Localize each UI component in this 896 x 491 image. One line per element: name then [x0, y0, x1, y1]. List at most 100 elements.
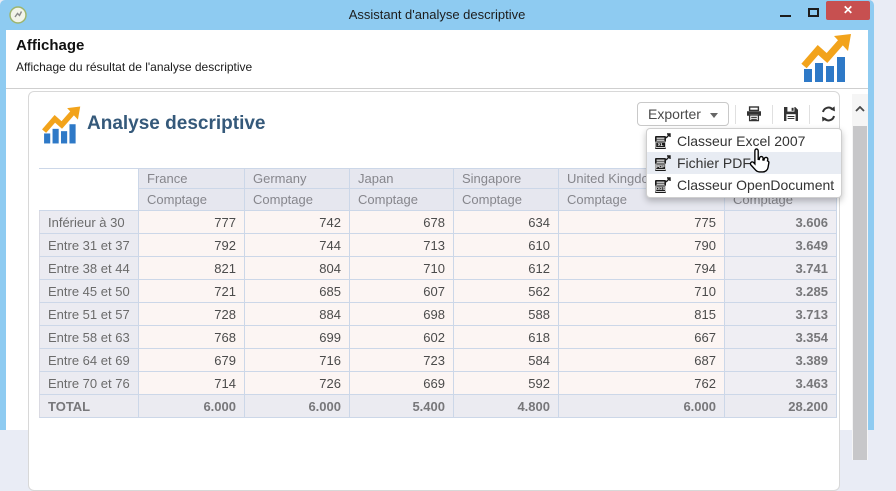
row-label-cell: TOTAL: [39, 395, 139, 418]
table-cell: 602: [350, 326, 454, 349]
export-button-label: Exporter: [648, 106, 701, 122]
chart-logo-icon: [801, 34, 851, 82]
row-label-cell: Entre 70 et 76: [39, 372, 139, 395]
svg-text:PDF: PDF: [656, 164, 665, 169]
row-label-cell: Entre 38 et 44: [39, 257, 139, 280]
table-cell: 777: [139, 211, 245, 234]
table-cell: 3.741: [725, 257, 837, 280]
row-label-cell: Entre 51 et 57: [39, 303, 139, 326]
app-icon: [9, 6, 27, 24]
table-cell: 3.354: [725, 326, 837, 349]
column-header: Japan: [350, 168, 454, 189]
close-icon: ✕: [842, 3, 854, 17]
menu-item-excel[interactable]: XL Classeur Excel 2007: [647, 130, 841, 152]
table-cell: 698: [350, 303, 454, 326]
table-cell: 612: [454, 257, 559, 280]
table-cell: 588: [454, 303, 559, 326]
vertical-scrollbar[interactable]: [852, 94, 868, 460]
table-cell: 775: [559, 211, 725, 234]
scroll-up-button[interactable]: [852, 102, 868, 116]
toolbar-divider: [772, 104, 773, 124]
refresh-button[interactable]: [816, 103, 840, 125]
minimize-button[interactable]: [775, 0, 797, 24]
table-cell: 744: [245, 234, 350, 257]
table-row: Entre 38 et 44 821 804 710 612 794 3.741: [39, 257, 837, 280]
menu-item-label: Fichier PDF: [677, 155, 751, 171]
close-button[interactable]: ✕: [826, 1, 870, 20]
menu-item-opendocument[interactable]: ODS Classeur OpenDocument: [647, 174, 841, 196]
row-label-cell: Entre 58 et 63: [39, 326, 139, 349]
table-cell: 821: [139, 257, 245, 280]
printer-icon: [747, 106, 761, 122]
chevron-up-icon: [855, 106, 865, 112]
table-cell: 804: [245, 257, 350, 280]
table-cell: 3.713: [725, 303, 837, 326]
toolbar-divider: [735, 104, 736, 124]
table-cell: 5.400: [350, 395, 454, 418]
table-cell: 815: [559, 303, 725, 326]
row-label-cell: Entre 64 et 69: [39, 349, 139, 372]
export-button[interactable]: Exporter: [637, 102, 729, 126]
row-label-cell: Inférieur à 30: [39, 211, 139, 234]
save-button[interactable]: [779, 103, 803, 125]
table-cell: 723: [350, 349, 454, 372]
table-row: Entre 64 et 69 679 716 723 584 687 3.389: [39, 349, 837, 372]
table-cell: 28.200: [725, 395, 837, 418]
table-cell: 618: [454, 326, 559, 349]
table-cell: 3.463: [725, 372, 837, 395]
measure-header: Comptage: [139, 189, 245, 211]
column-header: Germany: [245, 168, 350, 189]
table-row: Entre 45 et 50 721 685 607 562 710 3.285: [39, 280, 837, 303]
table-cell: 4.800: [454, 395, 559, 418]
excel-file-icon: XL: [655, 132, 671, 149]
toolbar: Exporter: [637, 101, 840, 127]
table-cell: 790: [559, 234, 725, 257]
wizard-header: Affichage Affichage du résultat de l'ana…: [6, 30, 868, 89]
table-cell: 710: [559, 280, 725, 303]
table-cell: 710: [350, 257, 454, 280]
table-cell: 667: [559, 326, 725, 349]
table-row: Entre 58 et 63 768 699 602 618 667 3.354: [39, 326, 837, 349]
column-header: Singapore: [454, 168, 559, 189]
table-cell: 6.000: [559, 395, 725, 418]
pdf-file-icon: PDF: [655, 154, 671, 171]
row-label-cell: Entre 31 et 37: [39, 234, 139, 257]
row-label-cell: Entre 45 et 50: [39, 280, 139, 303]
table-row: TOTAL 6.000 6.000 5.400 4.800 6.000 28.200: [39, 395, 837, 418]
table-cell: 699: [245, 326, 350, 349]
hand-cursor-icon: [749, 148, 770, 173]
table-cell: 716: [245, 349, 350, 372]
print-button[interactable]: [742, 103, 766, 125]
minimize-icon: [780, 15, 791, 17]
table-cell: 3.606: [725, 211, 837, 234]
table-cell: 3.649: [725, 234, 837, 257]
table-row: Entre 70 et 76 714 726 669 592 762 3.463: [39, 372, 837, 395]
table-cell: 678: [350, 211, 454, 234]
table-cell: 685: [245, 280, 350, 303]
table-cell: 687: [559, 349, 725, 372]
scrollbar-thumb[interactable]: [853, 126, 867, 460]
table-cell: 884: [245, 303, 350, 326]
report-logo-icon: [42, 106, 81, 144]
maximize-button[interactable]: [803, 0, 825, 24]
titlebar: Assistant d'analyse descriptive ✕: [0, 0, 874, 30]
toolbar-divider: [809, 104, 810, 124]
table-row: Entre 51 et 57 728 884 698 588 815 3.713: [39, 303, 837, 326]
table-cell: 6.000: [139, 395, 245, 418]
table-row: Entre 31 et 37 792 744 713 610 790 3.649: [39, 234, 837, 257]
menu-item-pdf[interactable]: PDF Fichier PDF: [647, 148, 841, 174]
table-cell: 713: [350, 234, 454, 257]
table-cell: 762: [559, 372, 725, 395]
table-cell: 669: [350, 372, 454, 395]
ods-file-icon: ODS: [655, 176, 671, 193]
table-cell: 726: [245, 372, 350, 395]
menu-item-label: Classeur Excel 2007: [677, 133, 806, 149]
table-body: Inférieur à 30 777 742 678 634 775 3.606 Entre …: [39, 211, 837, 418]
table-cell: 584: [454, 349, 559, 372]
report-panel: Analyse descriptive Exporter: [28, 91, 842, 491]
window-body: Affichage Affichage du résultat de l'ana…: [6, 30, 868, 491]
table-cell: 728: [139, 303, 245, 326]
measure-header: Comptage: [350, 189, 454, 211]
table-cell: 3.389: [725, 349, 837, 372]
table-cell: 634: [454, 211, 559, 234]
